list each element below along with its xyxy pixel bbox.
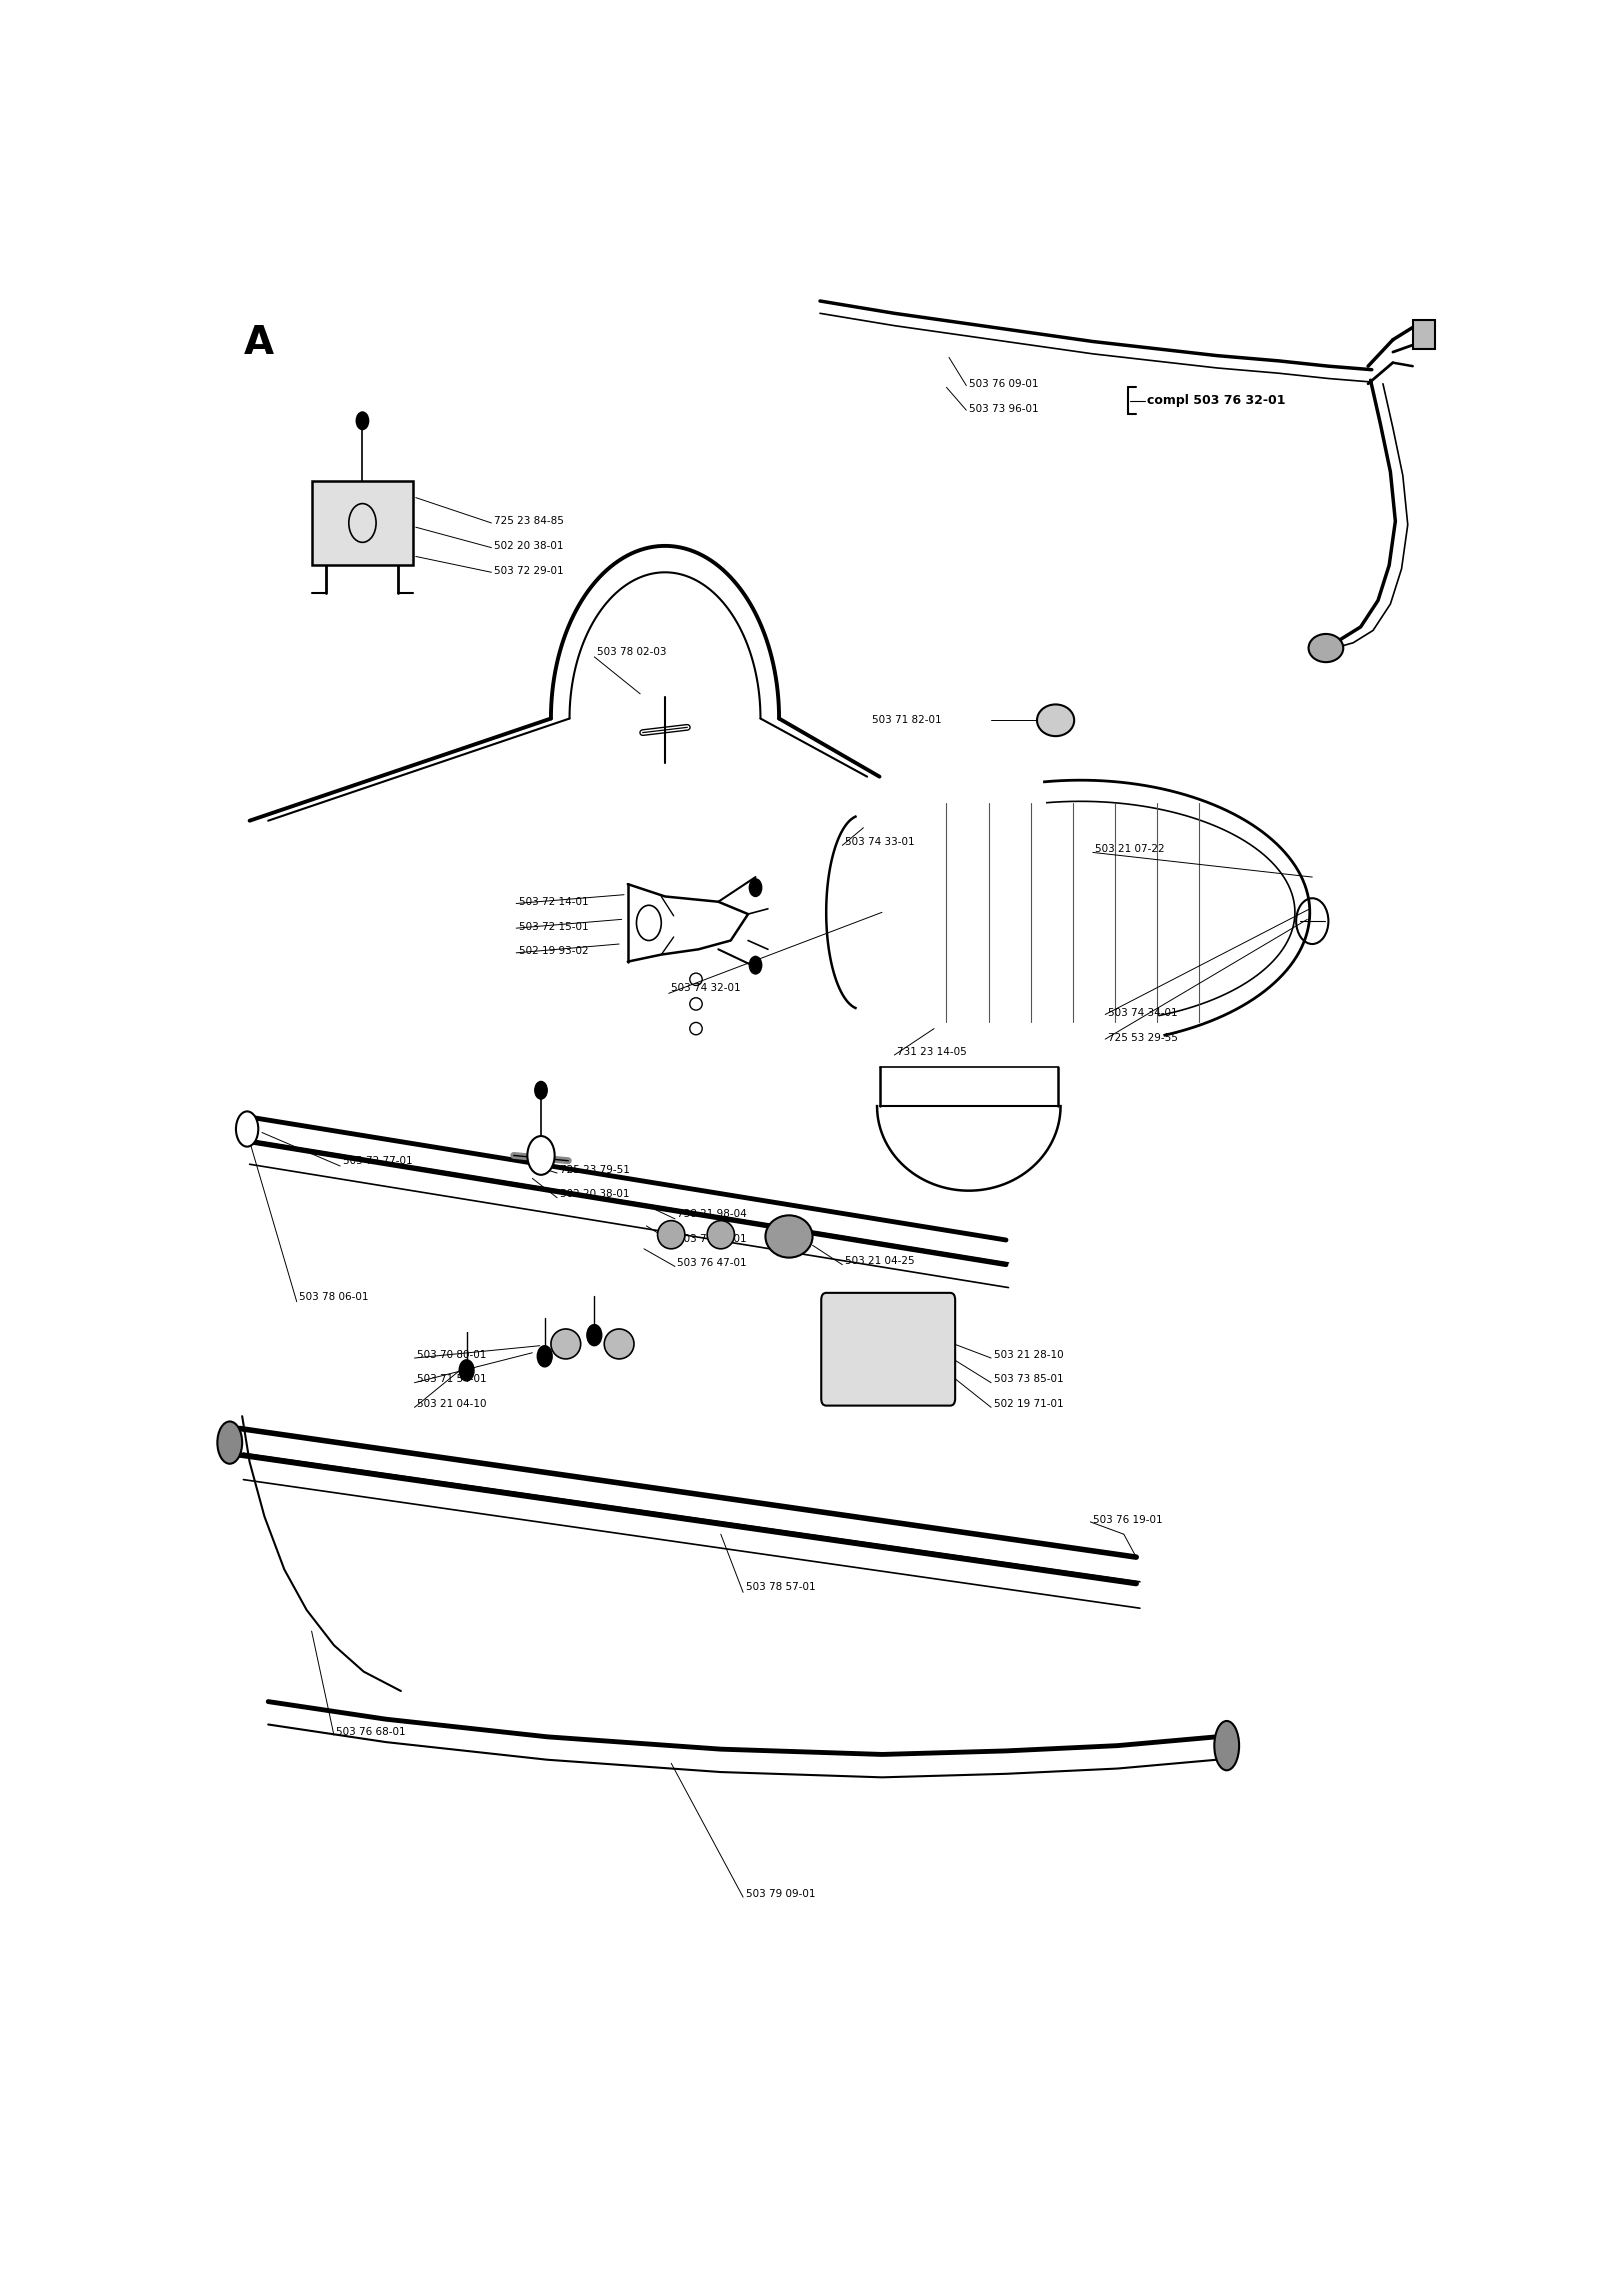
Circle shape — [528, 1137, 555, 1174]
Ellipse shape — [1214, 1721, 1238, 1771]
Text: 503 70 80-01: 503 70 80-01 — [418, 1350, 486, 1359]
Text: 503 74 32-01: 503 74 32-01 — [672, 984, 741, 993]
Text: 502 19 71-01: 502 19 71-01 — [994, 1400, 1064, 1409]
Ellipse shape — [707, 1220, 734, 1249]
Text: 503 76 68-01: 503 76 68-01 — [336, 1727, 406, 1737]
Text: 503 72 14-01: 503 72 14-01 — [518, 897, 589, 906]
Circle shape — [459, 1359, 474, 1382]
Text: 503 71 82-01: 503 71 82-01 — [872, 716, 942, 725]
Text: 503 21 04-10: 503 21 04-10 — [418, 1400, 486, 1409]
Text: 503 72 29-01: 503 72 29-01 — [494, 565, 563, 577]
Text: 503 73 96-01: 503 73 96-01 — [970, 403, 1038, 414]
Text: A: A — [243, 325, 274, 362]
Bar — [1413, 320, 1435, 348]
Text: 725 53 29-55: 725 53 29-55 — [1107, 1032, 1178, 1043]
Text: 503 76 47-01: 503 76 47-01 — [677, 1258, 747, 1268]
Text: compl 503 76 32-01: compl 503 76 32-01 — [1147, 394, 1286, 407]
Text: 503 74 33-01: 503 74 33-01 — [845, 837, 915, 847]
Circle shape — [538, 1345, 552, 1366]
FancyBboxPatch shape — [821, 1293, 955, 1405]
Text: 503 73 85-01: 503 73 85-01 — [994, 1375, 1064, 1384]
Text: 503 21 04-25: 503 21 04-25 — [845, 1256, 915, 1268]
Ellipse shape — [235, 1112, 258, 1146]
Text: 503 79 09-01: 503 79 09-01 — [746, 1890, 814, 1899]
FancyBboxPatch shape — [312, 480, 413, 565]
Text: 725 23 84-85: 725 23 84-85 — [494, 517, 563, 526]
Ellipse shape — [765, 1215, 813, 1258]
Text: 731 23 14-05: 731 23 14-05 — [898, 1048, 966, 1057]
Ellipse shape — [605, 1329, 634, 1359]
Text: 502 19 93-02: 502 19 93-02 — [518, 947, 589, 956]
Text: 503 76 09-01: 503 76 09-01 — [970, 380, 1038, 389]
Text: 738 21 98-04: 738 21 98-04 — [677, 1208, 747, 1220]
Circle shape — [749, 956, 762, 975]
Text: 503 77 99-01: 503 77 99-01 — [677, 1233, 747, 1245]
Circle shape — [357, 412, 368, 430]
Ellipse shape — [658, 1220, 685, 1249]
Text: 502 20 38-01: 502 20 38-01 — [560, 1190, 629, 1199]
Text: 502 20 38-01: 502 20 38-01 — [494, 542, 563, 551]
Text: 503 76 19-01: 503 76 19-01 — [1093, 1515, 1163, 1526]
Text: 503 78 06-01: 503 78 06-01 — [299, 1293, 368, 1302]
Circle shape — [534, 1082, 547, 1098]
Ellipse shape — [1037, 705, 1074, 737]
Text: 503 74 34-01: 503 74 34-01 — [1107, 1009, 1178, 1018]
Text: 503 72 77-01: 503 72 77-01 — [342, 1155, 413, 1167]
Text: 503 71 54-01: 503 71 54-01 — [418, 1375, 486, 1384]
Text: 503 78 02-03: 503 78 02-03 — [597, 648, 666, 657]
Ellipse shape — [218, 1421, 242, 1464]
Ellipse shape — [550, 1329, 581, 1359]
Text: 503 21 07-22: 503 21 07-22 — [1096, 844, 1165, 853]
Circle shape — [749, 879, 762, 897]
Ellipse shape — [1309, 634, 1344, 661]
Circle shape — [587, 1325, 602, 1345]
Text: 503 78 57-01: 503 78 57-01 — [746, 1583, 816, 1592]
Text: 503 72 15-01: 503 72 15-01 — [518, 922, 589, 931]
Text: 503 21 28-10: 503 21 28-10 — [994, 1350, 1064, 1359]
Text: 725 23 79-51: 725 23 79-51 — [560, 1165, 629, 1174]
